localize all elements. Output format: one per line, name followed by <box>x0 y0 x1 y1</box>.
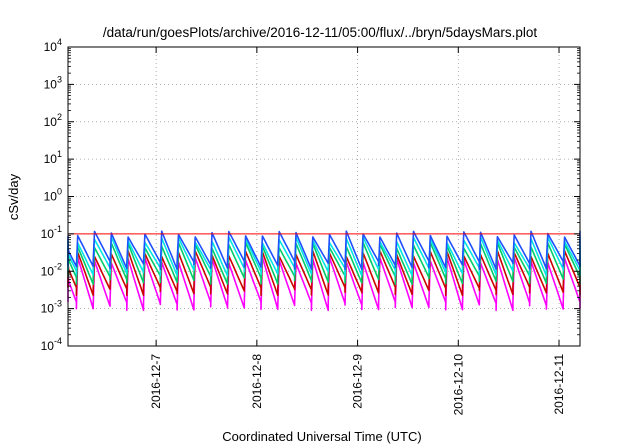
y-tick-label: 10-2 <box>41 261 62 278</box>
y-tick-label: 10-3 <box>41 299 62 316</box>
y-tick-label: 103 <box>44 74 62 91</box>
y-tick-exponent: -2 <box>54 261 62 271</box>
x-tick-label: 2016-12-7 <box>149 354 163 409</box>
y-tick-base: 10 <box>41 339 55 353</box>
grid <box>68 47 580 346</box>
y-tick-base: 10 <box>44 190 58 204</box>
y-tick-base: 10 <box>41 227 55 241</box>
y-tick-base: 10 <box>41 264 55 278</box>
series-line <box>67 230 581 271</box>
x-tick-label: 2016-12-10 <box>451 354 465 416</box>
tick-group: 10-410-310-210-11001011021031042016-12-7… <box>41 37 580 415</box>
y-tick-label: 101 <box>44 149 62 166</box>
series-line <box>67 256 581 312</box>
x-axis-label: Coordinated Universal Time (UTC) <box>222 429 421 444</box>
y-tick-label: 10-1 <box>41 224 62 241</box>
y-tick-exponent: 2 <box>57 112 62 122</box>
y-tick-base: 10 <box>44 40 58 54</box>
y-tick-exponent: -4 <box>54 336 62 346</box>
series-group <box>67 230 581 312</box>
plot-frame <box>67 46 581 347</box>
x-tick-label: 2016-12-11 <box>552 354 566 415</box>
series-line <box>67 241 581 285</box>
y-tick-base: 10 <box>44 115 58 129</box>
x-tick-label: 2016-12-8 <box>250 354 264 409</box>
y-tick-base: 10 <box>44 77 58 91</box>
y-tick-label: 102 <box>44 112 62 129</box>
y-tick-exponent: 1 <box>57 149 62 159</box>
y-tick-base: 10 <box>44 152 58 166</box>
y-tick-label: 10-4 <box>41 336 62 353</box>
y-tick-label: 100 <box>44 187 62 204</box>
series-line <box>67 249 581 297</box>
y-tick-exponent: 3 <box>57 74 62 84</box>
y-tick-exponent: 0 <box>57 187 62 197</box>
series-line <box>67 236 581 277</box>
x-tick-label: 2016-12-9 <box>351 354 365 409</box>
chart-title: /data/run/goesPlots/archive/2016-12-11/0… <box>103 25 537 40</box>
y-tick-exponent: -1 <box>54 224 62 234</box>
y-tick-exponent: 4 <box>57 37 62 47</box>
y-tick-base: 10 <box>41 302 55 316</box>
y-axis-label: cSv/day <box>6 173 21 220</box>
y-tick-exponent: -3 <box>54 299 62 309</box>
y-tick-label: 104 <box>44 37 62 54</box>
